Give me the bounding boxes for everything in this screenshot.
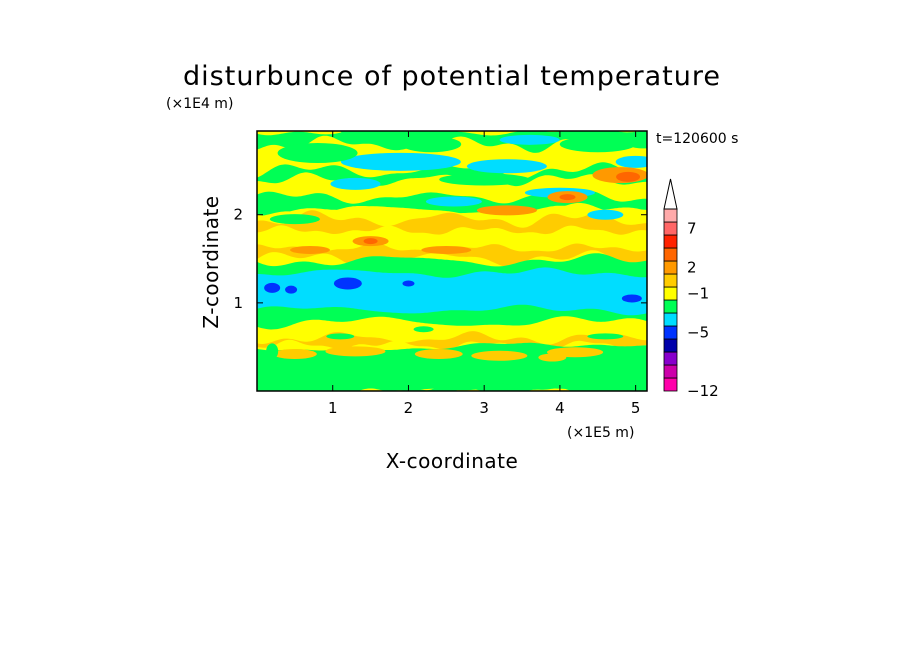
- green-patch-3: [439, 173, 530, 186]
- colorbar-label-1: 2: [687, 259, 697, 277]
- green-patch-2: [559, 136, 636, 153]
- cyan-patch-1: [466, 159, 547, 174]
- plot-area: [257, 131, 647, 391]
- blue-patch-0: [333, 277, 362, 290]
- blue-patch-2: [402, 280, 415, 287]
- x-tick-label-2: 2: [404, 399, 414, 417]
- orange-patch-4: [421, 245, 472, 254]
- colorbar-segment-8: [663, 273, 678, 288]
- colorbar-segment-3: [663, 338, 678, 353]
- lower-orange-patch-0: [272, 348, 317, 359]
- cyan-patch-7: [615, 155, 647, 168]
- colorbar-segment-4: [663, 325, 678, 340]
- mid-yellow-streak: [257, 225, 647, 253]
- orange-patch-5: [290, 245, 331, 254]
- y-axis-ticks: 12: [233, 206, 647, 312]
- red-patch-0: [616, 171, 641, 182]
- lower-green-speck-0: [326, 333, 355, 340]
- blue-patch-4: [285, 285, 298, 294]
- colorbar-label-3: −5: [687, 324, 709, 342]
- colorbar-segment-11: [663, 234, 678, 249]
- lower-green-speck-1: [413, 326, 434, 333]
- green-patch-5: [340, 131, 401, 137]
- x-tick-label-4: 4: [555, 399, 565, 417]
- colorbar-segment-9: [663, 260, 678, 275]
- colorbar-segment-2: [663, 351, 678, 366]
- lower-orange-patch-3: [471, 350, 528, 361]
- lower-green-speck-5: [373, 380, 414, 387]
- y-tick-label-1: 1: [233, 294, 243, 312]
- green-patch-1: [401, 136, 462, 153]
- y-tick-label-2: 2: [233, 206, 243, 224]
- colorbar-segment-5: [663, 312, 678, 327]
- x-axis-unit: (×1E5 m): [567, 425, 634, 441]
- x-tick-label-3: 3: [479, 399, 489, 417]
- colorbar-segment-7: [663, 286, 678, 301]
- lower-orange-patch-5: [538, 353, 567, 362]
- blue-patch-3: [621, 294, 642, 303]
- colorbar-label-0: 7: [687, 220, 697, 238]
- lower-orange-patch-2: [414, 348, 463, 359]
- colorbar-segment-10: [663, 247, 678, 262]
- red-patch-1: [363, 238, 378, 245]
- lower-green-speck-3: [266, 343, 279, 360]
- chart-title: disturbunce of potential temperature: [183, 61, 721, 92]
- green-patch-0: [277, 143, 358, 164]
- lower-green-speck-2: [587, 333, 624, 340]
- green-patch-4: [269, 214, 320, 225]
- colorbar-segment-6: [663, 299, 678, 314]
- y-axis-unit: (×1E4 m): [166, 96, 233, 112]
- blue-patch-1: [264, 282, 281, 293]
- colorbar-label-2: −1: [687, 285, 709, 303]
- colorbar-segment-1: [663, 364, 678, 379]
- plot-frame: [256, 130, 648, 392]
- orange-patch-2: [476, 205, 537, 216]
- cyan-patch-3: [587, 209, 624, 220]
- colorbar-segment-13: [663, 208, 678, 223]
- colorbar-label-4: −12: [687, 382, 719, 400]
- cyan-patch-5: [499, 134, 560, 145]
- y-axis-label: Z-coordinate: [199, 195, 223, 328]
- x-tick-label-1: 1: [328, 399, 338, 417]
- colorbar-extension: [663, 178, 678, 210]
- cyan-patch-2: [330, 177, 381, 190]
- x-axis-ticks: 1 2 3 4 5: [328, 131, 640, 417]
- cyan-patch-0: [340, 152, 461, 171]
- time-label: t=120600 s: [656, 131, 738, 147]
- cyan-patch-6: [425, 196, 482, 207]
- red-patch-2: [559, 194, 576, 201]
- colorbar-segment-12: [663, 221, 678, 236]
- lower-orange-patch-1: [325, 346, 386, 357]
- x-axis-label: X-coordinate: [386, 449, 519, 473]
- x-tick-label-5: 5: [631, 399, 641, 417]
- colorbar: 7 2 −1 −5 −12: [663, 178, 719, 400]
- colorbar-segment-0: [663, 377, 678, 392]
